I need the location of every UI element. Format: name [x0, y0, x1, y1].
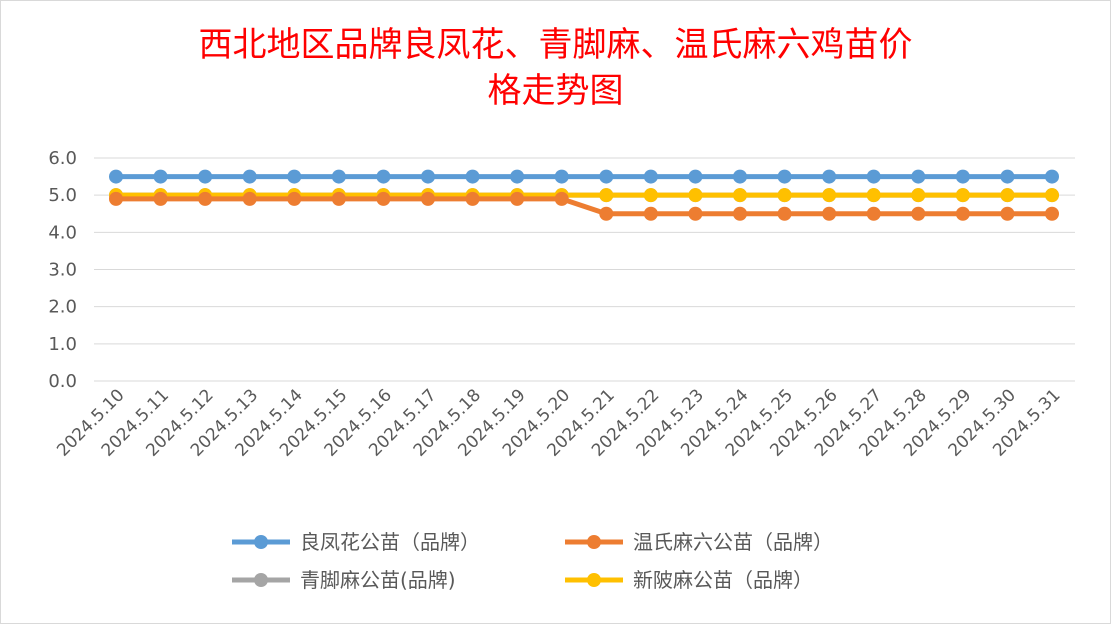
data-point [866, 188, 881, 203]
data-point [955, 188, 970, 203]
data-point [955, 206, 970, 221]
y-tick-label: 0.0 [48, 371, 77, 392]
data-point [1000, 206, 1015, 221]
y-tick-label: 6.0 [48, 148, 77, 169]
data-point [955, 169, 970, 184]
data-point [777, 188, 792, 203]
data-point [109, 191, 123, 206]
data-point [599, 169, 614, 184]
gridlines [94, 157, 1075, 382]
data-point [421, 191, 435, 206]
data-point [822, 188, 837, 203]
data-point [510, 191, 525, 206]
data-point [331, 169, 346, 184]
y-tick-label: 3.0 [48, 260, 77, 281]
data-point [643, 188, 658, 203]
series-0 [109, 169, 1059, 184]
legend-item: 良凤花公苗（品牌） [232, 530, 480, 554]
legend-item: 温氏麻六公苗（品牌） [565, 530, 833, 554]
y-tick-label: 2.0 [48, 297, 77, 318]
legend-item: 新陂麻公苗（品牌） [565, 568, 813, 592]
data-point [688, 206, 703, 221]
y-tick-label: 1.0 [48, 334, 77, 355]
data-point [376, 191, 391, 206]
chart-title-line-1: 西北地区品牌良凤花、青脚麻、温氏麻六鸡苗价 [198, 25, 913, 65]
data-point [554, 191, 569, 206]
data-point [643, 169, 658, 184]
chart-title: 西北地区品牌良凤花、青脚麻、温氏麻六鸡苗价 格走势图 [0, 22, 1111, 114]
data-point [866, 206, 881, 221]
data-point [287, 169, 302, 184]
data-point [242, 169, 257, 184]
data-point [465, 191, 480, 206]
legend-swatch-marker [254, 573, 268, 587]
data-point [198, 191, 213, 206]
data-point [911, 188, 926, 203]
x-axis-ticks: 2024.5.102024.5.112024.5.122024.5.132024… [53, 385, 1064, 460]
y-axis-ticks: 0.0 1.0 2.0 3.0 4.0 5.0 6.0 [48, 148, 77, 392]
data-point [153, 169, 168, 184]
data-point [643, 206, 658, 221]
data-point [1000, 169, 1015, 184]
data-point [331, 191, 346, 206]
data-point [866, 169, 881, 184]
legend-label: 温氏麻六公苗（品牌） [633, 530, 833, 554]
data-point [421, 169, 435, 184]
legend: 良凤花公苗（品牌） 温氏麻六公苗（品牌） 青脚麻公苗(品牌) 新陂麻公苗（品牌） [232, 530, 833, 592]
data-point [911, 169, 926, 184]
data-point [198, 169, 213, 184]
data-point [777, 169, 792, 184]
series-line [116, 196, 1052, 217]
legend-label: 良凤花公苗（品牌） [300, 530, 480, 554]
legend-label: 青脚麻公苗(品牌) [300, 568, 456, 592]
data-point [1000, 188, 1015, 203]
data-point [1045, 206, 1059, 221]
chart-title-line-2: 格走势图 [487, 71, 624, 111]
data-point [465, 169, 480, 184]
data-point [822, 206, 837, 221]
data-point [554, 169, 569, 184]
data-point [153, 191, 168, 206]
data-point [599, 188, 614, 203]
data-point [1045, 169, 1059, 184]
data-point [733, 169, 747, 184]
data-point [1045, 188, 1059, 203]
legend-item: 青脚麻公苗(品牌) [232, 568, 456, 592]
data-point [777, 206, 792, 221]
data-point [599, 206, 614, 221]
data-point [688, 169, 703, 184]
legend-swatch-marker [587, 535, 601, 549]
data-point [822, 169, 837, 184]
series-group [109, 169, 1059, 221]
data-point [287, 191, 302, 206]
data-point [510, 169, 525, 184]
data-point [109, 169, 123, 184]
data-point [733, 188, 747, 203]
legend-swatch-marker [254, 535, 268, 549]
series-1 [109, 191, 1059, 221]
legend-swatch-marker [587, 573, 601, 587]
data-point [911, 206, 926, 221]
data-point [688, 188, 703, 203]
legend-label: 新陂麻公苗（品牌） [633, 568, 813, 592]
data-point [242, 191, 257, 206]
y-tick-label: 5.0 [48, 185, 77, 206]
data-point [376, 169, 391, 184]
data-point [733, 206, 747, 221]
y-tick-label: 4.0 [48, 222, 77, 243]
